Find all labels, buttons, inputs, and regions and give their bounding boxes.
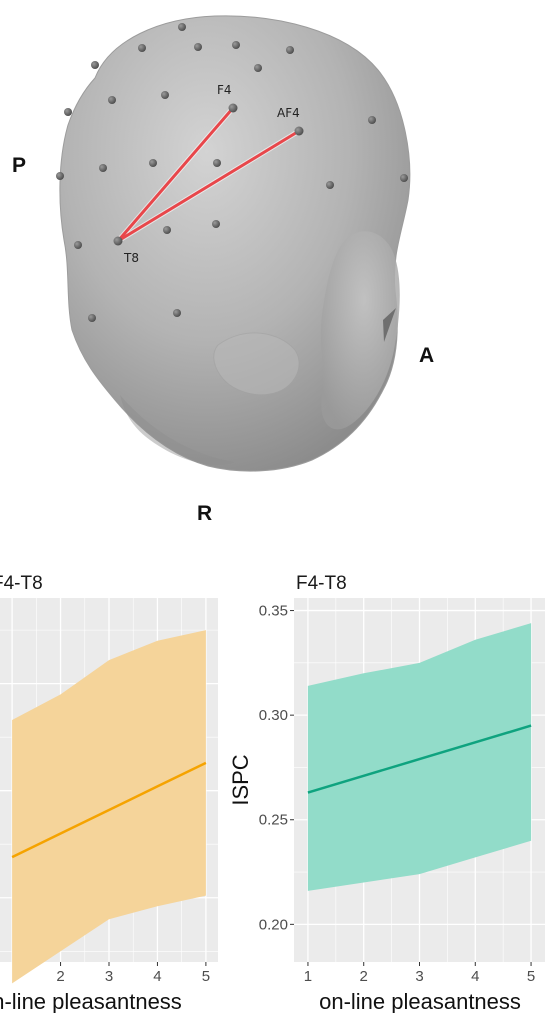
scalp-electrodes [56, 23, 408, 322]
electrode-dot [161, 91, 169, 99]
right-plot-confidence-band [307, 623, 532, 891]
left-plot-confidence-band [12, 630, 206, 984]
electrode-dot [163, 226, 171, 234]
electrode-dot [232, 41, 240, 49]
x-tick-label: 2 [56, 968, 64, 985]
connections [116, 106, 301, 244]
electrode-dot [173, 309, 181, 317]
electrode-dot [254, 64, 262, 72]
left-plot: F4-T8 2 3 4 5 on-line pleasantness [0, 573, 218, 1013]
electrode-label-af4: AF4 [277, 106, 300, 120]
left-plot-x-ticks: 2 3 4 5 [56, 962, 210, 985]
electrode-dot [88, 314, 96, 322]
electrode-t8 [113, 236, 123, 246]
electrode-dot [286, 46, 294, 54]
electrode-dot [326, 181, 334, 189]
x-tick-label: 4 [153, 968, 161, 985]
electrode-dot [400, 174, 408, 182]
electrode-dot [149, 159, 157, 167]
electrode-label-f4: F4 [217, 83, 232, 97]
y-tick-label: 0.20 [259, 916, 288, 933]
direction-label-anterior: A [419, 344, 434, 367]
x-tick-label: 4 [471, 968, 479, 985]
head-model: F4 AF4 T8 [56, 15, 411, 472]
y-tick-label: 0.25 [259, 812, 288, 829]
right-plot-regression-line [307, 724, 532, 794]
direction-label-right: R [197, 502, 212, 525]
x-tick-label: 2 [360, 968, 368, 985]
left-plot-title: F4-T8 [0, 573, 43, 594]
electrode-dot [178, 23, 186, 31]
electrode-f4 [228, 103, 238, 113]
electrode-dot [108, 96, 116, 104]
electrode-dot [213, 159, 221, 167]
x-tick-label: 3 [105, 968, 113, 985]
jaw-shadow [120, 395, 235, 466]
right-plot-x-ticks: 1 2 3 4 5 [304, 962, 535, 985]
face-surface [320, 231, 400, 430]
right-plot-title: F4-T8 [296, 573, 347, 594]
left-plot-regression-line [11, 761, 207, 859]
electrode-dot [64, 108, 72, 116]
y-tick-label: 0.30 [259, 707, 288, 724]
electrode-dot [91, 61, 99, 69]
direction-label-posterior: P [12, 154, 26, 177]
right-plot-x-axis-label: on-line pleasantness [319, 989, 521, 1013]
electrode-dot [194, 43, 202, 51]
electrode-dot [99, 164, 107, 172]
electrode-dot [138, 44, 146, 52]
connection-line [116, 107, 235, 242]
electrode-dot [74, 241, 82, 249]
electrode-af4 [294, 126, 304, 136]
left-plot-x-axis-label: on-line pleasantness [0, 989, 182, 1013]
right-plot-y-ticks: 0.20 0.25 0.30 0.35 [259, 603, 294, 933]
electrode-label-t8: T8 [123, 251, 139, 265]
electrode-dot [368, 116, 376, 124]
x-tick-label: 1 [304, 968, 312, 985]
electrode-dot [212, 220, 220, 228]
x-tick-label: 5 [527, 968, 535, 985]
ear-feature [213, 332, 300, 396]
x-tick-label: 5 [202, 968, 210, 985]
nose-tip [383, 308, 396, 342]
x-tick-label: 3 [415, 968, 423, 985]
right-plot: F4-T8 0.20 0.25 0.30 0.35 1 2 3 4 5 ISPC on-lin… [228, 573, 545, 1013]
y-tick-label: 0.35 [259, 603, 288, 620]
connection-line [117, 129, 300, 243]
right-plot-y-axis-label: ISPC [228, 754, 253, 805]
electrode-dot [56, 172, 64, 180]
